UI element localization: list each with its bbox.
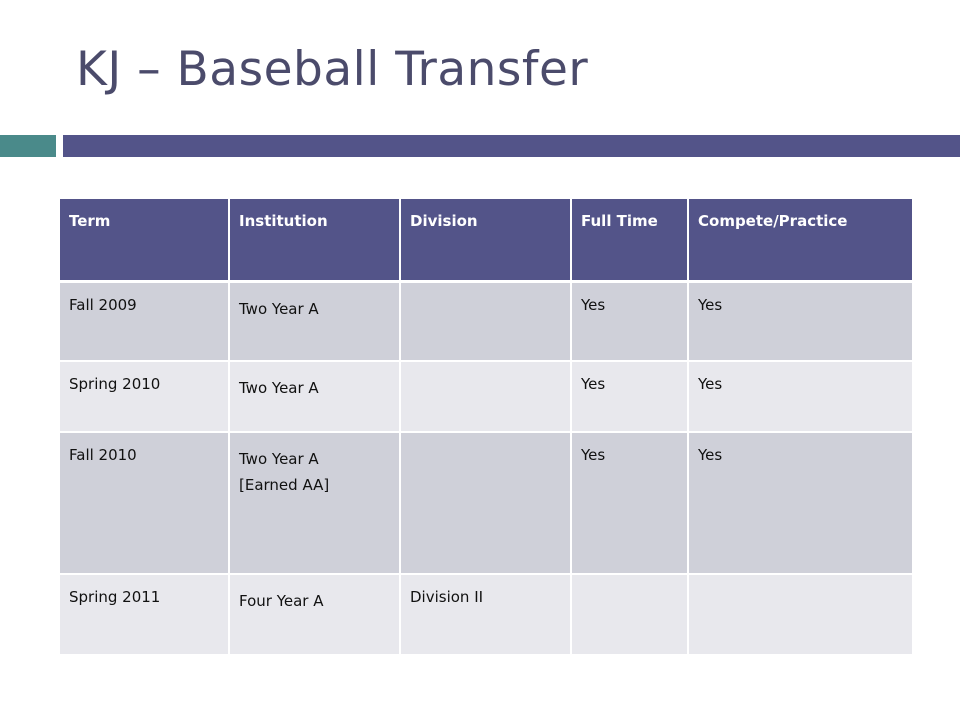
- cell-term: Fall 2009: [58, 281, 230, 361]
- cell-division: [399, 432, 572, 574]
- table-header-row: Term Institution Division Full Time Comp…: [58, 199, 914, 283]
- institution-line: Two Year A: [239, 379, 319, 397]
- table-row: Spring 2010 Two Year A Yes Yes: [58, 361, 914, 432]
- slide-title: KJ – Baseball Transfer: [76, 42, 589, 97]
- cell-compete-practice: [687, 574, 914, 655]
- column-header-division: Division: [399, 199, 572, 283]
- column-header-term: Term: [58, 199, 230, 283]
- column-header-compete-practice: Compete/Practice: [687, 199, 914, 283]
- cell-division: [399, 361, 572, 432]
- column-header-full-time: Full Time: [570, 199, 689, 283]
- cell-full-time: [570, 574, 689, 655]
- cell-division: [399, 281, 572, 361]
- institution-note: [Earned AA]: [239, 476, 330, 494]
- cell-full-time: Yes: [570, 361, 689, 432]
- column-header-institution: Institution: [228, 199, 401, 283]
- accent-bar-right: [63, 135, 960, 157]
- table-row: Fall 2009 Two Year A Yes Yes: [58, 281, 914, 361]
- cell-institution: Two Year A: [228, 361, 401, 432]
- cell-compete-practice: Yes: [687, 281, 914, 361]
- cell-term: Spring 2010: [58, 361, 230, 432]
- institution-line: Two Year A: [239, 299, 319, 318]
- accent-bar-left: [0, 135, 56, 157]
- cell-term: Spring 2011: [58, 574, 230, 655]
- cell-compete-practice: Yes: [687, 361, 914, 432]
- institution-line: Two Year A: [239, 450, 319, 468]
- cell-institution: Four Year A: [228, 574, 401, 655]
- table-row: Fall 2010 Two Year A [Earned AA] Yes Yes: [58, 432, 914, 574]
- table-row: Spring 2011 Four Year A Division II: [58, 574, 914, 655]
- cell-institution: Two Year A [Earned AA]: [228, 432, 401, 574]
- cell-compete-practice: Yes: [687, 432, 914, 574]
- cell-division: Division II: [399, 574, 572, 655]
- cell-term: Fall 2010: [58, 432, 230, 574]
- cell-institution: Two Year A: [228, 281, 401, 361]
- transfer-table: Term Institution Division Full Time Comp…: [58, 199, 914, 656]
- institution-line: Four Year A: [239, 592, 324, 610]
- cell-full-time: Yes: [570, 281, 689, 361]
- cell-full-time: Yes: [570, 432, 689, 574]
